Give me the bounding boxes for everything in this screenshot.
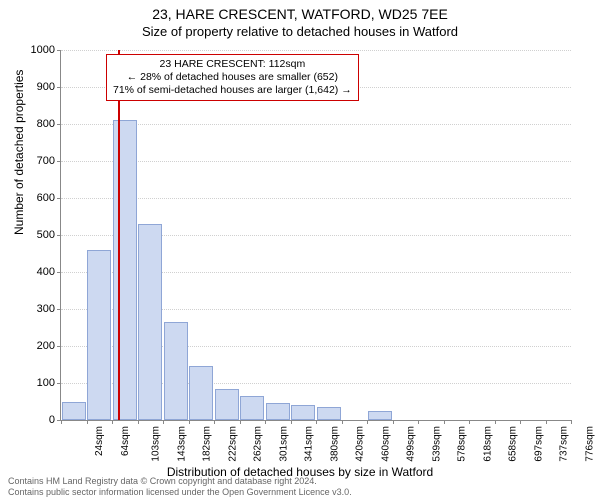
- y-tick-mark: [57, 87, 61, 88]
- x-tick-label: 539sqm: [431, 426, 442, 462]
- callout-line-2: ← 28% of detached houses are smaller (65…: [113, 71, 352, 84]
- x-tick-mark: [444, 420, 445, 424]
- x-tick-label: 776sqm: [584, 426, 595, 462]
- y-tick-mark: [57, 346, 61, 347]
- histogram-bar: [113, 120, 137, 420]
- x-tick-mark: [87, 420, 88, 424]
- y-tick-label: 0: [15, 414, 55, 426]
- y-tick-mark: [57, 235, 61, 236]
- page-title: 23, HARE CRESCENT, WATFORD, WD25 7EE: [0, 0, 600, 22]
- y-tick-mark: [57, 124, 61, 125]
- y-tick-label: 100: [15, 377, 55, 389]
- histogram-bar: [240, 396, 264, 420]
- y-tick-label: 300: [15, 303, 55, 315]
- x-tick-label: 143sqm: [176, 426, 187, 462]
- x-tick-mark: [291, 420, 292, 424]
- histogram-bar: [138, 224, 162, 420]
- footer-line-2: Contains public sector information licen…: [8, 487, 352, 498]
- x-tick-mark: [189, 420, 190, 424]
- y-tick-label: 600: [15, 192, 55, 204]
- x-tick-mark: [316, 420, 317, 424]
- y-tick-label: 800: [15, 118, 55, 130]
- x-tick-mark: [342, 420, 343, 424]
- x-tick-label: 24sqm: [94, 426, 105, 456]
- y-tick-label: 500: [15, 229, 55, 241]
- x-tick-mark: [393, 420, 394, 424]
- y-tick-mark: [57, 50, 61, 51]
- grid-line: [61, 50, 571, 51]
- plot-area: [60, 50, 571, 421]
- x-tick-mark: [265, 420, 266, 424]
- y-tick-mark: [57, 309, 61, 310]
- x-tick-mark: [214, 420, 215, 424]
- histogram-chart: 23 HARE CRESCENT: 112sqm ← 28% of detach…: [60, 50, 570, 420]
- y-tick-label: 900: [15, 81, 55, 93]
- x-tick-label: 262sqm: [253, 426, 264, 462]
- x-tick-mark: [520, 420, 521, 424]
- grid-line: [61, 198, 571, 199]
- x-tick-label: 182sqm: [202, 426, 213, 462]
- x-tick-mark: [112, 420, 113, 424]
- histogram-bar: [164, 322, 188, 420]
- y-tick-mark: [57, 383, 61, 384]
- x-tick-mark: [495, 420, 496, 424]
- grid-line: [61, 161, 571, 162]
- callout-box: 23 HARE CRESCENT: 112sqm ← 28% of detach…: [106, 54, 359, 101]
- x-tick-mark: [546, 420, 547, 424]
- page-subtitle: Size of property relative to detached ho…: [0, 22, 600, 39]
- y-axis-label: Number of detached properties: [12, 70, 26, 235]
- y-tick-label: 400: [15, 266, 55, 278]
- histogram-bar: [62, 402, 86, 421]
- x-tick-label: 737sqm: [559, 426, 570, 462]
- x-tick-label: 380sqm: [329, 426, 340, 462]
- x-tick-mark: [571, 420, 572, 424]
- callout-line-1: 23 HARE CRESCENT: 112sqm: [113, 58, 352, 71]
- x-tick-label: 658sqm: [508, 426, 519, 462]
- y-tick-label: 700: [15, 155, 55, 167]
- histogram-bar: [291, 405, 315, 420]
- x-tick-mark: [163, 420, 164, 424]
- histogram-bar: [266, 403, 290, 420]
- x-tick-mark: [61, 420, 62, 424]
- x-tick-mark: [418, 420, 419, 424]
- histogram-bar: [215, 389, 239, 420]
- x-tick-label: 460sqm: [380, 426, 391, 462]
- x-tick-label: 420sqm: [355, 426, 366, 462]
- callout-line-3: 71% of semi-detached houses are larger (…: [113, 84, 352, 97]
- footer-credits: Contains HM Land Registry data © Crown c…: [8, 476, 352, 498]
- marker-line: [118, 50, 120, 420]
- y-tick-mark: [57, 272, 61, 273]
- x-tick-label: 341sqm: [304, 426, 315, 462]
- x-tick-mark: [367, 420, 368, 424]
- x-tick-label: 499sqm: [406, 426, 417, 462]
- x-tick-label: 103sqm: [151, 426, 162, 462]
- y-tick-label: 200: [15, 340, 55, 352]
- y-tick-mark: [57, 161, 61, 162]
- x-tick-label: 618sqm: [482, 426, 493, 462]
- x-tick-mark: [138, 420, 139, 424]
- x-tick-label: 697sqm: [533, 426, 544, 462]
- grid-line: [61, 124, 571, 125]
- x-tick-mark: [469, 420, 470, 424]
- x-tick-mark: [240, 420, 241, 424]
- x-tick-label: 222sqm: [227, 426, 238, 462]
- y-tick-label: 1000: [15, 44, 55, 56]
- histogram-bar: [317, 407, 341, 420]
- footer-line-1: Contains HM Land Registry data © Crown c…: [8, 476, 352, 487]
- histogram-bar: [368, 411, 392, 420]
- histogram-bar: [189, 366, 213, 420]
- x-tick-label: 301sqm: [278, 426, 289, 462]
- histogram-bar: [87, 250, 111, 420]
- x-tick-label: 64sqm: [120, 426, 131, 456]
- y-tick-mark: [57, 198, 61, 199]
- x-tick-label: 578sqm: [457, 426, 468, 462]
